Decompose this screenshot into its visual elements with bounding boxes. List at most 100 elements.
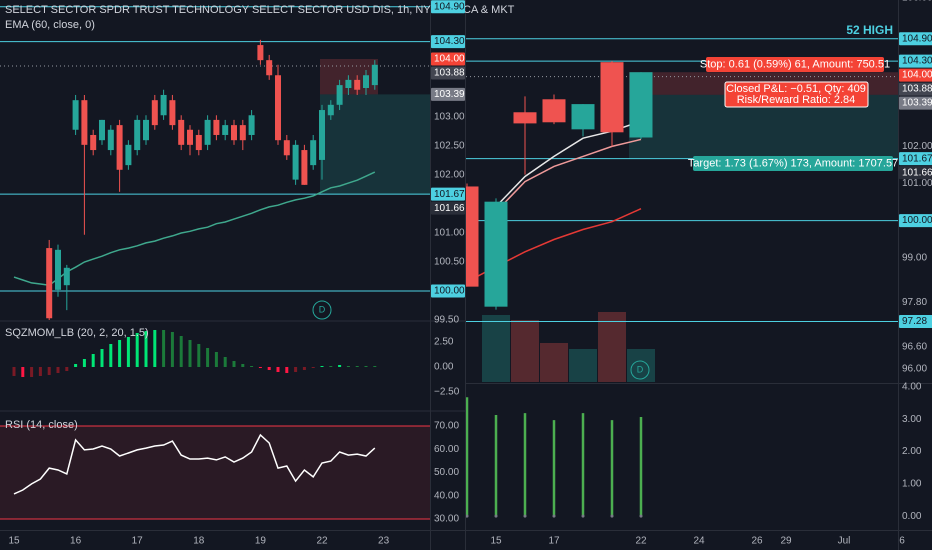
candle-body [46, 248, 53, 319]
volume-bar [511, 320, 539, 382]
y-tick-label: 3.00 [902, 414, 922, 425]
pnl-text: Closed P&L: −0.51, Qty: 409 [726, 83, 866, 95]
candle-body [160, 94, 167, 116]
price-tag [899, 166, 932, 180]
price-tag-label: 100.00 [434, 286, 465, 297]
candle-body [63, 267, 70, 286]
candle-body [571, 104, 595, 130]
indicator-label: RSI (14, close) [5, 419, 78, 431]
indicator-label: SQZMOM_LB (20, 2, 20, 1.5) [5, 327, 149, 339]
momentum-bar [267, 367, 271, 370]
rsi-line [13, 433, 376, 495]
candle-body [354, 79, 361, 90]
price-tag-label: 104.90 [434, 1, 465, 12]
price-tag [431, 201, 465, 215]
dividend-marker-label[interactable]: D [637, 364, 644, 374]
y-tick-label: 2.50 [434, 337, 454, 348]
zero-dot [581, 514, 585, 518]
ema-line [13, 171, 376, 286]
candle-body [283, 140, 290, 156]
zero-dot [523, 514, 527, 518]
x-tick-label: 15 [8, 536, 20, 547]
price-tag [899, 214, 932, 228]
momentum-bar [12, 367, 16, 376]
zero-dot [552, 514, 556, 518]
momentum-bar [153, 330, 157, 367]
candle-body [466, 186, 479, 287]
candle-body [266, 60, 273, 76]
high-label: 52 HIGH [846, 23, 893, 37]
price-tag [431, 52, 465, 66]
zero-dot [639, 514, 643, 518]
y-tick-label: 70.00 [434, 421, 459, 432]
candle-body [213, 119, 220, 135]
price-tag-label: 101.67 [434, 189, 465, 200]
y-tick-label: 0.00 [434, 362, 454, 373]
candle-body [327, 104, 334, 116]
dividend-marker[interactable] [312, 300, 332, 320]
target-zone [320, 94, 430, 195]
pnl-box [724, 81, 869, 108]
momentum-bar [206, 348, 210, 367]
x-tick-label: 16 [70, 536, 82, 547]
candle-body [72, 100, 79, 130]
y-tick-label: 2.00 [902, 446, 922, 457]
price-tag-label: 104.90 [902, 33, 932, 44]
momentum-bar [364, 366, 368, 367]
y-tick-label: 101.00 [902, 178, 932, 189]
momentum-bar [74, 364, 78, 367]
momentum-bar [170, 332, 174, 367]
x-tick-label: 18 [193, 536, 205, 547]
rsi-band [0, 425, 430, 520]
momentum-bar [320, 366, 324, 367]
momentum-bar [214, 352, 218, 367]
candle-body [107, 129, 114, 151]
candle-body [310, 140, 317, 166]
candle-body [248, 115, 255, 135]
y-tick-label: 101.00 [434, 228, 465, 239]
volume-bar [540, 343, 568, 382]
dividend-marker-label[interactable]: D [319, 304, 326, 314]
price-tag [431, 66, 465, 80]
zero-dot [610, 514, 614, 518]
dividend-marker[interactable] [630, 360, 650, 380]
momentum-bar [355, 366, 359, 367]
candle-body [363, 75, 369, 88]
y-tick-label: 0.00 [902, 511, 922, 522]
symbol-title: SELECT SECTOR SPDR TRUST TECHNOLOGY SELE… [5, 4, 515, 16]
momentum-bar [241, 364, 245, 367]
candle-body [81, 100, 88, 145]
ema-line [495, 138, 642, 213]
y-tick-label: 99.00 [902, 252, 927, 263]
stop-box [706, 57, 884, 72]
target-box [693, 156, 893, 171]
price-tag [899, 152, 932, 166]
momentum-bar [232, 361, 236, 367]
price-tag-label: 97.28 [902, 316, 927, 327]
y-tick-label: 106.00 [902, 0, 932, 4]
candle-body [178, 119, 185, 145]
price-tag [899, 315, 932, 329]
candle-body [116, 125, 123, 170]
candle-body [99, 119, 105, 141]
y-tick-label: 103.00 [434, 112, 465, 123]
y-tick-label: 102.00 [902, 141, 932, 152]
candle-body [195, 134, 202, 151]
x-tick-label: 26 [751, 536, 763, 547]
momentum-bar [197, 344, 201, 367]
y-tick-label: 99.50 [434, 315, 459, 326]
candle-body [275, 75, 281, 141]
price-tag [899, 32, 932, 46]
x-tick-label: 6 [899, 536, 905, 547]
y-tick-label: 96.60 [902, 341, 927, 352]
momentum-bar [65, 367, 69, 371]
price-tag [431, 87, 465, 101]
candle-body [336, 85, 343, 105]
zero-dot [466, 514, 469, 518]
price-tag-label: 103.39 [902, 98, 932, 109]
price-tag-label: 103.39 [434, 89, 465, 100]
momentum-bar [118, 340, 122, 367]
candle-body [55, 249, 61, 290]
volume-bar [569, 349, 597, 382]
